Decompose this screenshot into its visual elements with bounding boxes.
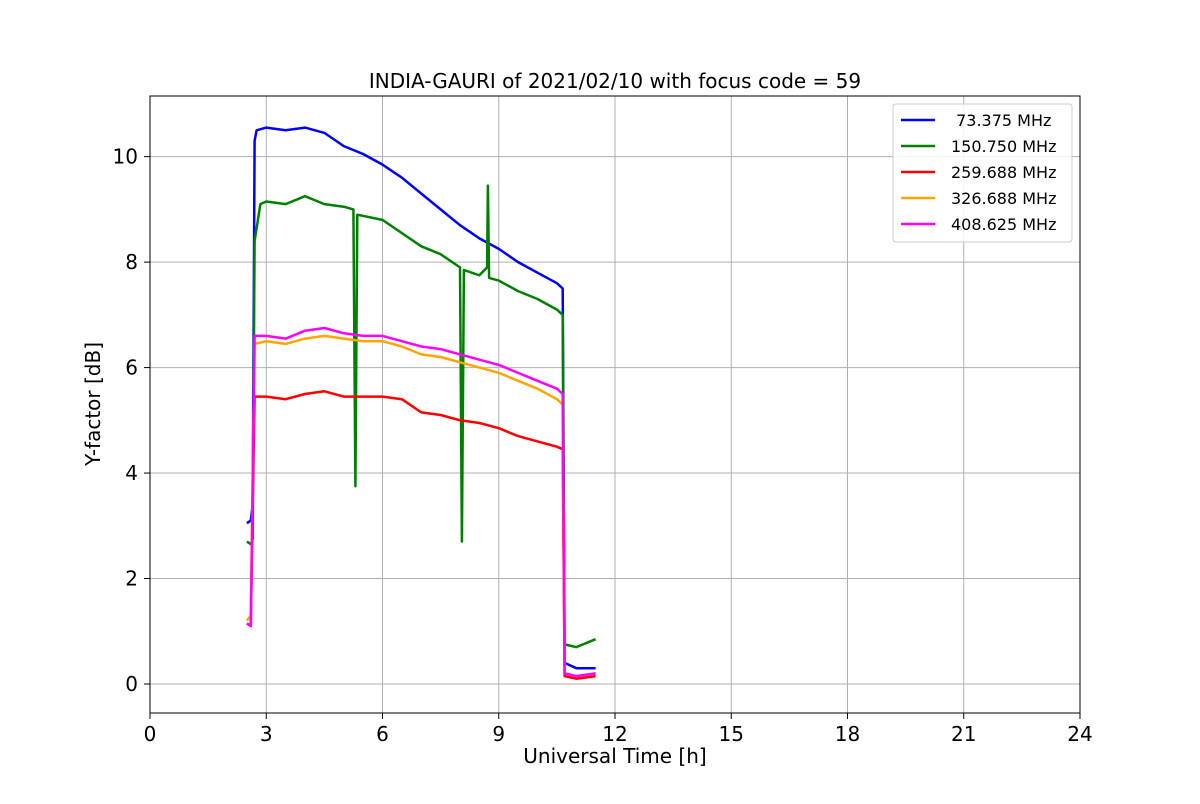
chart-title: INDIA-GAURI of 2021/02/10 with focus cod… [369, 69, 861, 93]
x-tick-label: 9 [492, 722, 505, 746]
x-tick-label: 18 [835, 722, 860, 746]
y-axis-title: Y-factor [dB] [81, 342, 105, 467]
legend-label: 408.625 MHz [951, 215, 1056, 234]
y-tick-label: 8 [125, 250, 138, 274]
legend-label: 326.688 MHz [951, 189, 1056, 208]
y-tick-label: 0 [125, 672, 138, 696]
y-tick-label: 2 [125, 567, 138, 591]
legend-label: 150.750 MHz [951, 137, 1056, 156]
x-tick-label: 21 [951, 722, 976, 746]
x-tick-label: 12 [602, 722, 627, 746]
legend-box [892, 103, 1073, 243]
y-tick-label: 4 [125, 461, 138, 485]
series-layer [245, 126, 597, 680]
x-tick-label: 24 [1067, 722, 1092, 746]
x-tick-label: 3 [260, 722, 273, 746]
x-tick-label: 0 [144, 722, 157, 746]
series-line-2 [246, 184, 597, 649]
legend-label: 73.375 MHz [951, 111, 1051, 130]
y-tick-label: 10 [113, 145, 138, 169]
series-line-3 [246, 390, 596, 680]
series-line-1 [246, 126, 596, 670]
series-line-5 [246, 326, 596, 678]
y-tick-label: 6 [125, 356, 138, 380]
legend-label: 259.688 MHz [951, 163, 1056, 182]
x-axis-title: Universal Time [h] [523, 744, 706, 768]
series-line-4 [245, 334, 596, 678]
legend: 73.375 MHz 150.750 MHz 259.688 MHz 326.688 … [892, 103, 1073, 243]
x-tick-label: 15 [719, 722, 744, 746]
x-tick-label: 6 [376, 722, 389, 746]
